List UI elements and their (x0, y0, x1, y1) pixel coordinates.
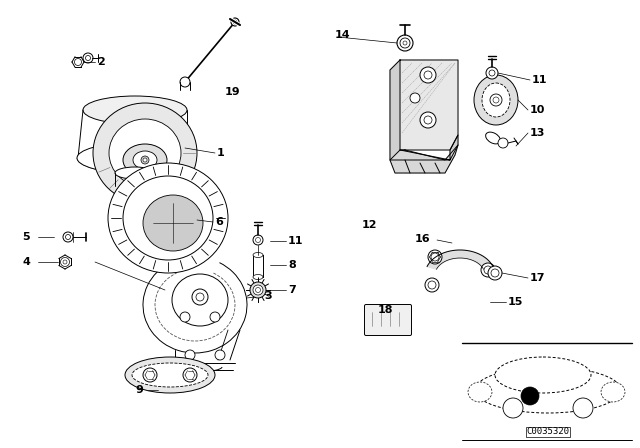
Circle shape (498, 138, 508, 148)
Circle shape (489, 70, 495, 76)
Polygon shape (183, 277, 217, 315)
Circle shape (255, 288, 260, 293)
Circle shape (215, 350, 225, 360)
Polygon shape (427, 250, 493, 269)
Text: C0035320: C0035320 (527, 427, 570, 436)
Ellipse shape (77, 143, 187, 173)
Ellipse shape (474, 75, 518, 125)
Circle shape (196, 293, 204, 301)
Polygon shape (400, 60, 458, 150)
Circle shape (425, 278, 439, 292)
Polygon shape (390, 145, 458, 173)
Circle shape (183, 368, 197, 382)
Ellipse shape (253, 253, 263, 258)
Text: 6: 6 (215, 217, 223, 227)
Circle shape (143, 368, 157, 382)
Text: 11: 11 (288, 236, 303, 246)
Circle shape (488, 266, 502, 280)
Text: 12: 12 (362, 220, 378, 230)
Text: 9: 9 (135, 385, 143, 395)
Circle shape (521, 387, 539, 405)
Ellipse shape (495, 357, 591, 393)
Circle shape (431, 253, 439, 261)
Circle shape (397, 35, 413, 51)
Circle shape (424, 71, 432, 79)
Ellipse shape (123, 144, 167, 176)
Text: 4: 4 (22, 257, 30, 267)
Text: 13: 13 (530, 128, 545, 138)
Circle shape (180, 77, 190, 87)
Ellipse shape (601, 382, 625, 402)
Ellipse shape (132, 363, 208, 387)
Circle shape (420, 67, 436, 83)
Ellipse shape (172, 274, 228, 326)
Circle shape (424, 116, 432, 124)
Ellipse shape (468, 382, 492, 402)
Ellipse shape (83, 96, 187, 124)
Circle shape (481, 263, 495, 277)
Ellipse shape (482, 83, 510, 117)
Circle shape (61, 258, 70, 267)
Circle shape (141, 156, 149, 164)
Circle shape (503, 398, 523, 418)
Circle shape (255, 237, 260, 242)
Text: 18: 18 (378, 305, 394, 315)
Ellipse shape (108, 163, 228, 273)
Circle shape (233, 20, 237, 24)
Polygon shape (390, 60, 458, 160)
Ellipse shape (123, 176, 213, 260)
Circle shape (484, 266, 492, 274)
Circle shape (253, 285, 263, 295)
Circle shape (428, 281, 436, 289)
Circle shape (231, 18, 239, 26)
Ellipse shape (109, 119, 181, 187)
Circle shape (192, 289, 208, 305)
Circle shape (490, 94, 502, 106)
Circle shape (486, 67, 498, 79)
Circle shape (180, 312, 190, 322)
Circle shape (491, 269, 499, 277)
Circle shape (403, 41, 407, 45)
Text: 7: 7 (288, 285, 296, 295)
Text: 8: 8 (288, 260, 296, 270)
Text: 10: 10 (530, 105, 545, 115)
Circle shape (420, 112, 436, 128)
Text: 1: 1 (217, 148, 225, 158)
Circle shape (428, 250, 442, 264)
Ellipse shape (133, 151, 157, 169)
Ellipse shape (253, 275, 263, 280)
Circle shape (410, 93, 420, 103)
Text: 14: 14 (335, 30, 351, 40)
Circle shape (63, 232, 73, 242)
Circle shape (74, 59, 81, 65)
Circle shape (86, 56, 90, 60)
Ellipse shape (486, 132, 500, 144)
Text: 3: 3 (264, 291, 271, 301)
Text: 15: 15 (508, 297, 524, 307)
Text: 17: 17 (530, 273, 545, 283)
FancyBboxPatch shape (365, 305, 412, 336)
Circle shape (573, 398, 593, 418)
Circle shape (400, 38, 410, 48)
Ellipse shape (115, 167, 155, 179)
Circle shape (185, 350, 195, 360)
Ellipse shape (125, 357, 215, 393)
Circle shape (83, 53, 93, 63)
Circle shape (63, 260, 67, 264)
Circle shape (250, 282, 266, 298)
Circle shape (65, 234, 70, 240)
Text: 16: 16 (414, 234, 430, 244)
Circle shape (143, 158, 147, 162)
Text: 11: 11 (532, 75, 547, 85)
Ellipse shape (93, 103, 197, 203)
Circle shape (493, 97, 499, 103)
Circle shape (210, 312, 220, 322)
Ellipse shape (143, 195, 203, 251)
Text: 2: 2 (97, 57, 105, 67)
Text: 5: 5 (22, 232, 30, 242)
Ellipse shape (475, 367, 621, 413)
Text: 19: 19 (225, 87, 241, 97)
Circle shape (253, 235, 263, 245)
